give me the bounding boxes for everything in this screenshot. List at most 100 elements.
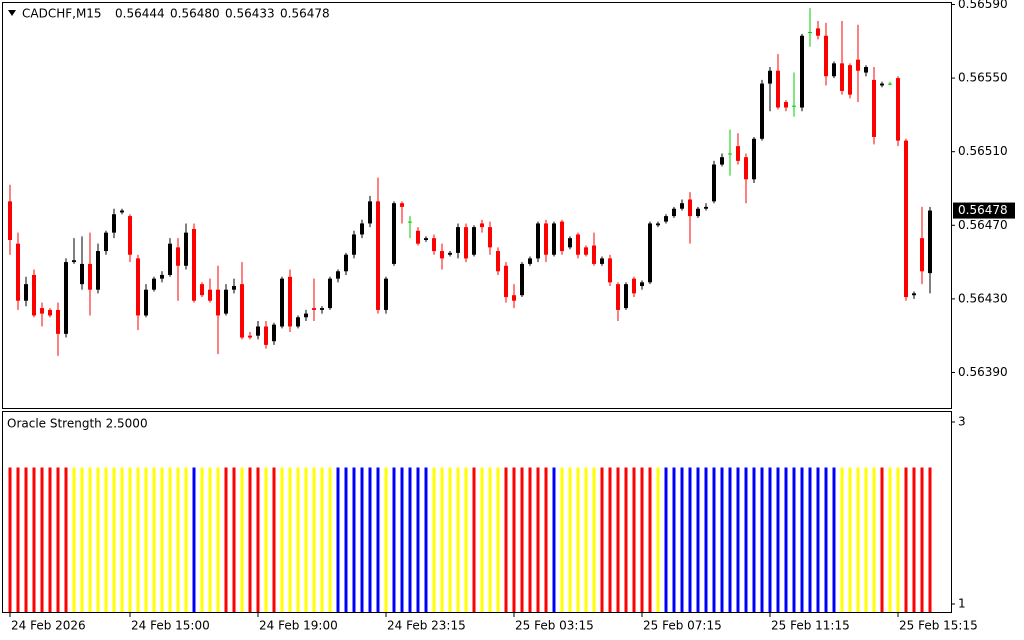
candle-body — [656, 223, 660, 226]
candle-body — [816, 28, 820, 36]
indicator-bar — [272, 467, 276, 612]
indicator-bar — [824, 467, 828, 612]
candle-body — [744, 157, 748, 180]
indicator-bar — [688, 467, 692, 612]
indicator-bar — [680, 467, 684, 612]
candle-body — [768, 70, 772, 84]
indicator-bar — [16, 467, 20, 612]
indicator-bar — [336, 467, 340, 612]
candle-body — [496, 251, 500, 272]
indicator-bar — [464, 467, 468, 612]
candle-body — [624, 284, 628, 309]
candle-body — [672, 208, 676, 217]
candle-body — [400, 203, 404, 207]
indicator-bar — [312, 467, 316, 612]
indicator-bar — [408, 467, 412, 612]
candle-body — [808, 32, 812, 34]
indicator-bar — [712, 467, 716, 612]
indicator-bar — [640, 467, 644, 612]
indicator-bar — [472, 467, 476, 612]
candle-body — [224, 289, 228, 314]
candle-body — [384, 278, 388, 310]
indicator-bar — [856, 467, 860, 612]
candle-body — [360, 223, 364, 235]
candle-body — [536, 223, 540, 259]
candle-body — [24, 284, 28, 301]
candle-body — [288, 276, 292, 327]
indicator-bar — [168, 467, 172, 612]
indicator-bar — [864, 467, 868, 612]
indicator-bar — [240, 467, 244, 612]
indicator-bar — [928, 467, 932, 612]
indicator-bar — [840, 467, 844, 612]
y-tick-label: 0.56510 — [958, 144, 1008, 158]
candle-body — [800, 35, 804, 108]
indicator-bar — [88, 467, 92, 612]
indicator-bar — [616, 467, 620, 612]
indicator-bar — [672, 467, 676, 612]
candle-body — [472, 227, 476, 255]
candle-body — [176, 247, 180, 266]
candle-body — [208, 289, 212, 301]
candle-body — [896, 78, 900, 141]
candle-body — [920, 238, 924, 272]
indicator-bar — [160, 467, 164, 612]
ohlc-label: 0.56444 — [115, 7, 165, 21]
x-tick-label: 25 Feb 03:15 — [515, 619, 594, 633]
indicator-bar — [24, 467, 28, 612]
indicator-bar — [128, 467, 132, 612]
candle-body — [120, 210, 124, 213]
candle-body — [824, 35, 828, 77]
candle-body — [416, 230, 420, 244]
indicator-bar — [360, 467, 364, 612]
candle-body — [704, 206, 708, 209]
indicator-bar — [280, 467, 284, 612]
candle-body — [648, 223, 652, 283]
candle-body — [784, 101, 788, 108]
indicator-bar — [920, 467, 924, 612]
x-tick-label: 24 Feb 2026 — [11, 619, 86, 633]
indicator-bar — [200, 467, 204, 612]
indicator-bar — [800, 467, 804, 612]
indicator-bar — [40, 467, 44, 612]
indicator-bar — [736, 467, 740, 612]
indicator-bar — [664, 467, 668, 612]
indicator-bar — [888, 467, 892, 612]
indicator-bar — [112, 467, 116, 612]
candle-body — [712, 164, 716, 202]
ohlc-label: 0.56433 — [225, 7, 275, 21]
candle-body — [96, 251, 100, 290]
indicator-bar — [104, 467, 108, 612]
candle-body — [640, 282, 644, 287]
y-tick-label: 0.56390 — [958, 365, 1008, 379]
candle-body — [760, 83, 764, 139]
candle-body — [168, 243, 172, 275]
indicator-bar — [584, 467, 588, 612]
candle-body — [152, 278, 156, 290]
indicator-bar — [320, 467, 324, 612]
indicator-bar — [288, 467, 292, 612]
indicator-bar — [192, 467, 196, 612]
y-tick-label: 1 — [958, 596, 966, 610]
candle-body — [488, 227, 492, 248]
last-price-box — [953, 202, 1015, 219]
indicator-bar — [880, 467, 884, 612]
indicator-bar — [376, 467, 380, 612]
indicator-bar — [328, 467, 332, 612]
candle-body — [312, 308, 316, 310]
indicator-bar — [568, 467, 572, 612]
candle-body — [456, 227, 460, 253]
candle-body — [160, 274, 164, 279]
candle-body — [80, 263, 84, 285]
indicator-bar — [760, 467, 764, 612]
candle-body — [408, 221, 412, 223]
candle-body — [336, 271, 340, 279]
candle-body — [368, 201, 372, 224]
candle-body — [216, 289, 220, 316]
y-tick-label: 3 — [958, 415, 966, 429]
indicator-bar — [488, 467, 492, 612]
candle-body — [720, 157, 724, 165]
last-price-label: 0.56478 — [958, 203, 1008, 217]
indicator-bar — [384, 467, 388, 612]
indicator-bar — [208, 467, 212, 612]
